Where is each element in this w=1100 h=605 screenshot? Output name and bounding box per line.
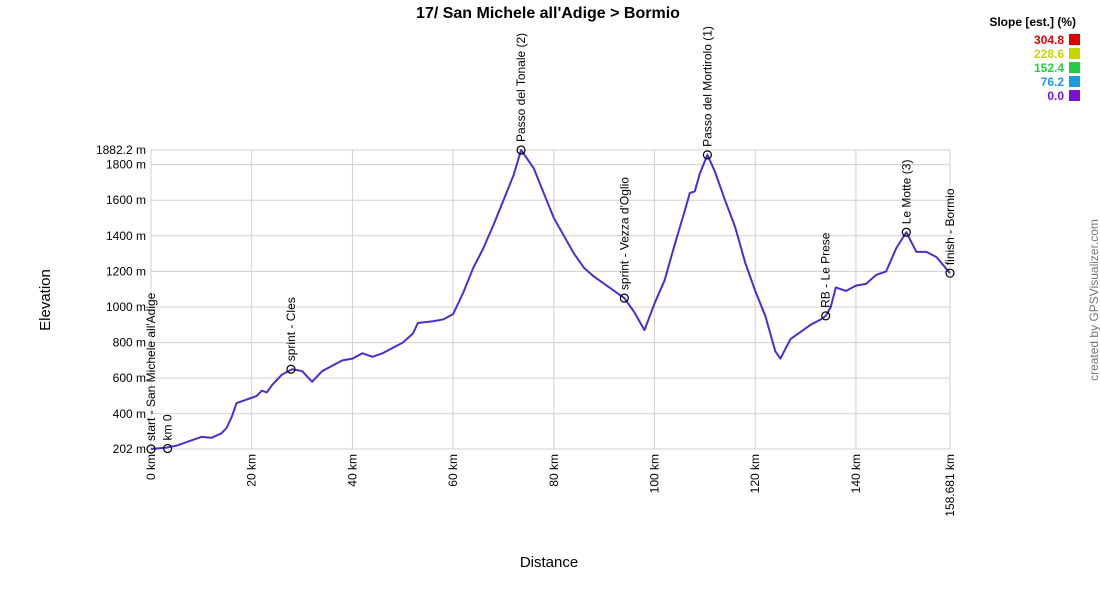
legend-label: 0.0 bbox=[1047, 89, 1064, 103]
waypoint-label: Passo del Tonale (2) bbox=[514, 33, 528, 142]
credit: created by GPSVisualizer.com bbox=[1087, 219, 1100, 381]
legend-label: 152.4 bbox=[1034, 61, 1064, 75]
waypoint-label: Le Motte (3) bbox=[899, 160, 913, 225]
elevation-line bbox=[150, 149, 951, 450]
x-tick-label: 100 km bbox=[648, 454, 662, 493]
waypoint-label: sprint - Vezza d'Oglio bbox=[617, 177, 631, 290]
legend-swatch bbox=[1069, 90, 1080, 101]
legend-swatch bbox=[1069, 34, 1080, 45]
waypoint-label: sprint - Cles bbox=[284, 297, 298, 361]
x-tick-label: 158.681 km bbox=[943, 454, 957, 517]
y-tick-label: 1400 m bbox=[106, 229, 146, 243]
x-tick-label: 0 km bbox=[144, 454, 158, 480]
x-tick-label: 40 km bbox=[345, 454, 359, 487]
waypoint-marker bbox=[286, 364, 296, 374]
legend-swatch bbox=[1069, 62, 1080, 73]
waypoint-label: finish - Bormio bbox=[943, 188, 957, 265]
x-tick-label: 120 km bbox=[748, 454, 762, 493]
x-tick-label: 20 km bbox=[245, 454, 259, 487]
x-axis-title: Distance bbox=[520, 554, 578, 571]
y-tick-label: 400 m bbox=[113, 407, 146, 421]
y-tick-label: 1800 m bbox=[106, 158, 146, 172]
y-axis-title: Elevation bbox=[37, 269, 54, 331]
x-tick-label: 140 km bbox=[849, 454, 863, 493]
waypoint-label: Passo del Mortirolo (1) bbox=[700, 26, 714, 147]
y-tick-label: 1200 m bbox=[106, 264, 146, 278]
y-tick-label: 800 m bbox=[113, 336, 146, 350]
legend-label: 76.2 bbox=[1041, 75, 1065, 89]
y-tick-label: 1882.2 m bbox=[96, 143, 146, 157]
y-tick-label: 202 m bbox=[113, 442, 146, 456]
waypoint-marker bbox=[945, 268, 955, 278]
waypoint-label: RB - Le Prese bbox=[819, 232, 833, 308]
y-tick-label: 1600 m bbox=[106, 193, 146, 207]
legend-swatch bbox=[1069, 76, 1080, 87]
waypoint-marker bbox=[821, 311, 831, 321]
x-tick-label: 60 km bbox=[446, 454, 460, 487]
waypoint-marker bbox=[163, 443, 173, 454]
waypoint-marker bbox=[901, 227, 911, 237]
waypoint-label: km 0 bbox=[161, 414, 175, 440]
legend-label: 228.6 bbox=[1034, 47, 1064, 61]
chart-title: 17/ San Michele all'Adige > Bormio bbox=[416, 5, 680, 22]
x-tick-label: 80 km bbox=[547, 454, 561, 487]
waypoint-marker bbox=[702, 150, 712, 160]
waypoint-marker bbox=[516, 145, 526, 155]
legend-label: 304.8 bbox=[1034, 33, 1064, 47]
waypoint-label: start - San Michele all'Adige bbox=[144, 292, 158, 441]
waypoint-marker bbox=[146, 444, 156, 454]
legend-swatch bbox=[1069, 48, 1080, 59]
y-tick-label: 600 m bbox=[113, 371, 146, 385]
legend-title: Slope [est.] (%) bbox=[989, 15, 1076, 29]
waypoint-marker bbox=[619, 293, 629, 303]
y-tick-label: 1000 m bbox=[106, 300, 146, 314]
